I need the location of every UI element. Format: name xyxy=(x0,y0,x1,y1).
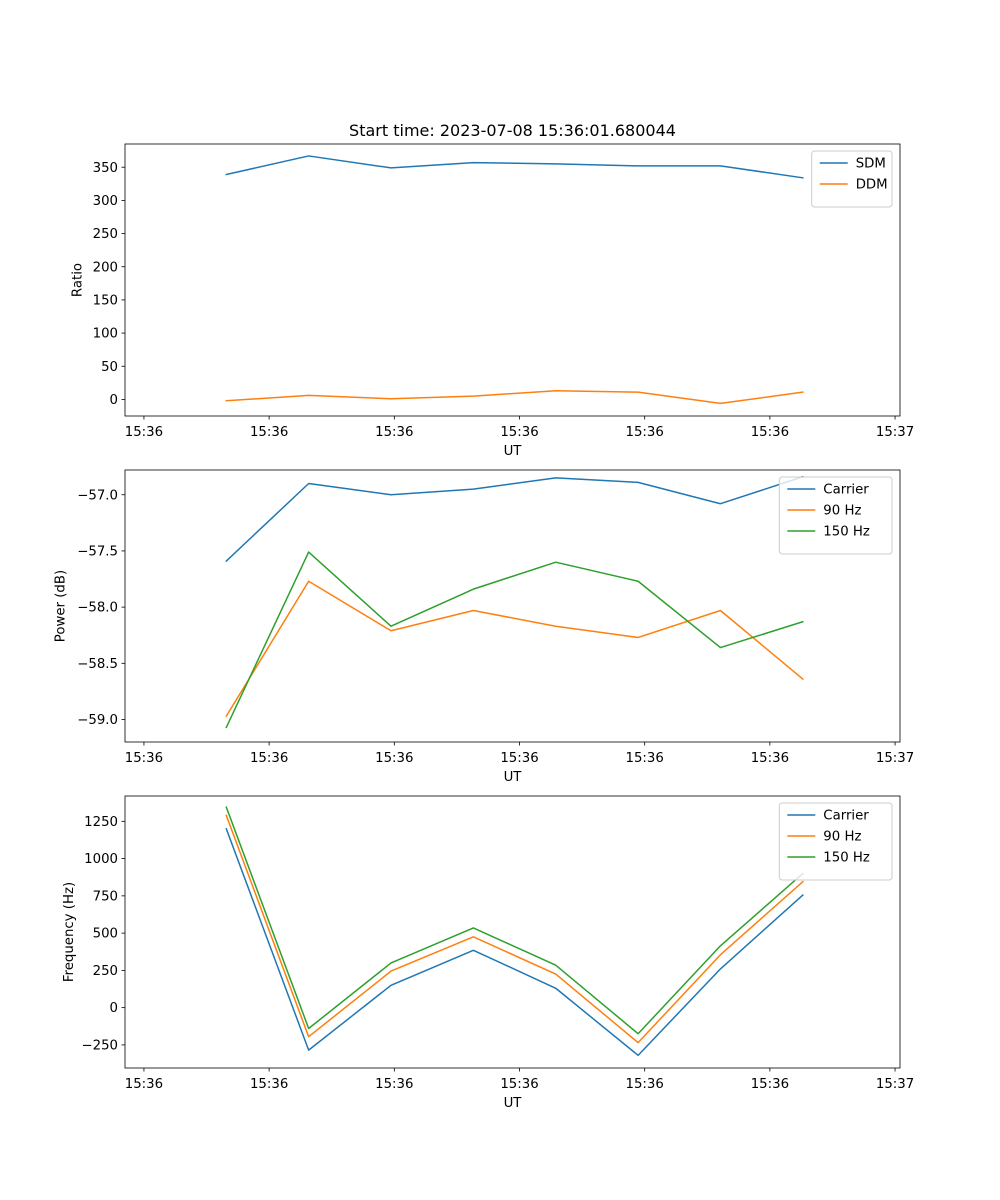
y-tick-label: 750 xyxy=(93,889,118,904)
x-tick-label: 15:37 xyxy=(876,1077,914,1092)
x-tick-label: 15:37 xyxy=(876,425,914,440)
y-tick-label: −57.5 xyxy=(77,545,118,560)
chart-title: Start time: 2023-07-08 15:36:01.680044 xyxy=(349,121,676,140)
x-tick-label: 15:36 xyxy=(626,751,664,766)
subplots-container: 15:36 15:36 15:36 15:36 15:36 15:36 15:37 0 50 10… xyxy=(54,143,914,1111)
series-line-power-carrier xyxy=(225,475,804,563)
legend-box xyxy=(811,150,893,208)
x-tick-label: 15:36 xyxy=(751,425,789,440)
legend-label: DDM xyxy=(856,178,888,193)
x-tick-label: 15:36 xyxy=(500,425,538,440)
series-line-frequency-90-hz xyxy=(225,814,804,1044)
y-tick-label: −59.0 xyxy=(77,713,118,728)
x-tick-label: 15:36 xyxy=(375,751,413,766)
y-tick-label: 350 xyxy=(93,161,118,176)
y-tick-label: 100 xyxy=(93,327,118,342)
axes-frame-ratio xyxy=(124,143,901,417)
x-tick-label: 15:36 xyxy=(250,425,288,440)
series-line-power-150-hz xyxy=(225,551,804,729)
x-tick-label: 15:36 xyxy=(125,751,163,766)
x-tick-label: 15:36 xyxy=(626,425,664,440)
legend-label: 150 Hz xyxy=(823,851,870,866)
legend-label: Carrier xyxy=(823,809,869,824)
x-tick-label: 15:36 xyxy=(125,425,163,440)
x-tick-label: 15:36 xyxy=(751,1077,789,1092)
axes-frame-frequency xyxy=(124,795,901,1069)
x-tick-label: 15:36 xyxy=(375,1077,413,1092)
x-tick-label: 15:36 xyxy=(626,1077,664,1092)
x-tick-label: 15:36 xyxy=(125,1077,163,1092)
y-axis-label: Ratio xyxy=(71,263,86,297)
x-tick-label: 15:36 xyxy=(500,751,538,766)
x-tick-label: 15:36 xyxy=(250,1077,288,1092)
y-tick-label: 50 xyxy=(101,360,118,375)
series-line-ratio-sdm xyxy=(225,155,804,179)
legend-label: SDM xyxy=(856,157,886,172)
y-tick-label: 250 xyxy=(93,227,118,242)
legend-power: Carrier 90 Hz 150 Hz xyxy=(778,476,893,555)
x-tick-label: 15:36 xyxy=(375,425,413,440)
legend-box xyxy=(778,476,893,555)
x-tick-label: 15:36 xyxy=(751,751,789,766)
y-tick-label: 500 xyxy=(93,927,118,942)
x-axis-label: UT xyxy=(504,444,523,459)
legend-box xyxy=(778,802,893,881)
x-axis-label: UT xyxy=(504,770,523,785)
y-tick-label: −58.5 xyxy=(77,657,118,672)
axes-frame-power xyxy=(124,469,901,743)
y-tick-label: 0 xyxy=(110,1001,118,1016)
subplot-ratio: 15:36 15:36 15:36 15:36 15:36 15:36 15:37 0 50 10… xyxy=(71,143,914,459)
y-tick-label: 1000 xyxy=(84,852,118,867)
subplot-frequency: 15:36 15:36 15:36 15:36 15:36 15:36 15:37 −250 0… xyxy=(62,795,914,1111)
y-tick-label: 1250 xyxy=(84,815,118,830)
x-tick-label: 15:36 xyxy=(250,751,288,766)
legend-label: 90 Hz xyxy=(823,504,861,519)
y-tick-label: 0 xyxy=(110,393,118,408)
series-line-ratio-ddm xyxy=(225,390,804,405)
y-tick-label: −58.0 xyxy=(77,601,118,616)
y-tick-label: −57.0 xyxy=(77,488,118,503)
subplot-power: 15:36 15:36 15:36 15:36 15:36 15:36 15:37 −59.0… xyxy=(54,469,914,785)
y-tick-label: 200 xyxy=(93,260,118,275)
y-axis-label: Frequency (Hz) xyxy=(62,882,77,982)
y-tick-label: 300 xyxy=(93,194,118,209)
series-line-frequency-150-hz xyxy=(225,806,804,1035)
legend-frequency: Carrier 90 Hz 150 Hz xyxy=(778,802,893,881)
series-line-frequency-carrier xyxy=(225,827,804,1057)
legend-ratio: SDM DDM xyxy=(811,150,893,208)
legend-label: Carrier xyxy=(823,483,869,498)
y-axis-label: Power (dB) xyxy=(54,570,69,642)
y-tick-label: 150 xyxy=(93,294,118,309)
x-axis-label: UT xyxy=(504,1096,523,1111)
legend-label: 90 Hz xyxy=(823,830,861,845)
y-tick-label: −250 xyxy=(81,1038,118,1053)
series-line-power-90-hz xyxy=(225,580,804,718)
x-tick-label: 15:37 xyxy=(876,751,914,766)
legend-label: 150 Hz xyxy=(823,525,870,540)
y-tick-label: 250 xyxy=(93,964,118,979)
x-tick-label: 15:36 xyxy=(500,1077,538,1092)
